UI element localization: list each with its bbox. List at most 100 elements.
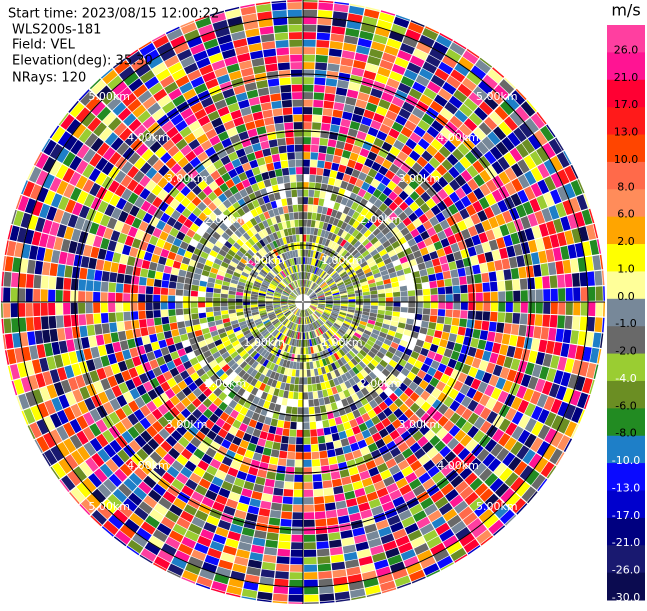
gate (188, 556, 204, 568)
gate (272, 495, 283, 504)
gate (269, 233, 276, 242)
gate (238, 495, 251, 505)
gate (141, 335, 151, 345)
gate (139, 175, 151, 188)
gate (346, 20, 362, 30)
gate (277, 458, 287, 466)
gate (254, 333, 262, 340)
gate (156, 263, 165, 273)
gate (348, 5, 365, 16)
gate (239, 188, 248, 198)
gate (204, 378, 214, 388)
gate (277, 548, 290, 557)
gate (388, 382, 398, 392)
gate (338, 72, 351, 82)
gate (322, 263, 328, 270)
gate (139, 162, 152, 175)
gate (407, 529, 423, 542)
gate (192, 279, 200, 286)
gate (224, 6, 240, 12)
gate (259, 164, 268, 174)
gate (495, 213, 506, 226)
gate (44, 343, 54, 357)
gate (188, 425, 199, 436)
gate (242, 13, 258, 23)
gate (366, 339, 375, 347)
gate (273, 303, 281, 306)
gate (223, 120, 235, 131)
gate (330, 33, 345, 43)
gate (230, 409, 239, 419)
gate (155, 324, 164, 334)
gate (409, 201, 420, 212)
gate (345, 28, 360, 38)
gate (265, 393, 273, 402)
gate (523, 337, 533, 350)
gate (304, 279, 307, 287)
gate (236, 311, 244, 316)
gate (415, 74, 430, 87)
gate (332, 294, 340, 298)
gate (243, 296, 251, 300)
gate (238, 336, 246, 343)
gate (92, 488, 107, 504)
gate (259, 326, 267, 333)
gate (274, 404, 282, 412)
gate (116, 197, 127, 210)
gate (192, 145, 205, 156)
gate (96, 433, 109, 448)
gate (296, 429, 303, 437)
gate (309, 167, 317, 175)
gate (304, 564, 318, 572)
gate (391, 419, 403, 429)
gate (258, 222, 265, 231)
gate (339, 522, 352, 532)
gate (251, 235, 259, 244)
gate (182, 162, 194, 174)
gate (482, 311, 491, 321)
gate (339, 65, 352, 74)
gate (288, 587, 303, 595)
gate (131, 57, 147, 71)
gate (481, 136, 495, 150)
gate (385, 364, 394, 373)
gate (404, 387, 414, 397)
range-ring (245, 244, 361, 360)
gate (253, 283, 261, 288)
gate (146, 278, 155, 287)
gate (355, 292, 363, 297)
gate (404, 232, 414, 242)
gate (168, 288, 176, 296)
gate (213, 142, 224, 153)
gate (36, 344, 46, 359)
gate (225, 367, 234, 377)
gate (179, 224, 190, 235)
gate (184, 345, 193, 354)
gate (339, 126, 349, 135)
gate (303, 287, 306, 295)
gate (79, 205, 90, 219)
gate (508, 456, 522, 471)
gate (548, 383, 560, 398)
gate (202, 471, 215, 483)
gate (223, 386, 232, 396)
gate (200, 275, 209, 282)
gate (249, 435, 259, 445)
gate (385, 170, 395, 180)
gate (270, 337, 277, 345)
gate (347, 573, 363, 584)
gate (276, 323, 283, 330)
gate (511, 324, 520, 336)
gate (281, 279, 288, 286)
gate (453, 40, 467, 50)
gate (153, 349, 163, 359)
gate (147, 438, 160, 451)
gate (261, 315, 269, 321)
gate (284, 252, 289, 260)
gate (397, 459, 410, 471)
gate (331, 288, 339, 293)
gate (149, 333, 158, 343)
gate (320, 334, 326, 342)
gate (87, 117, 102, 132)
gate (334, 416, 343, 425)
